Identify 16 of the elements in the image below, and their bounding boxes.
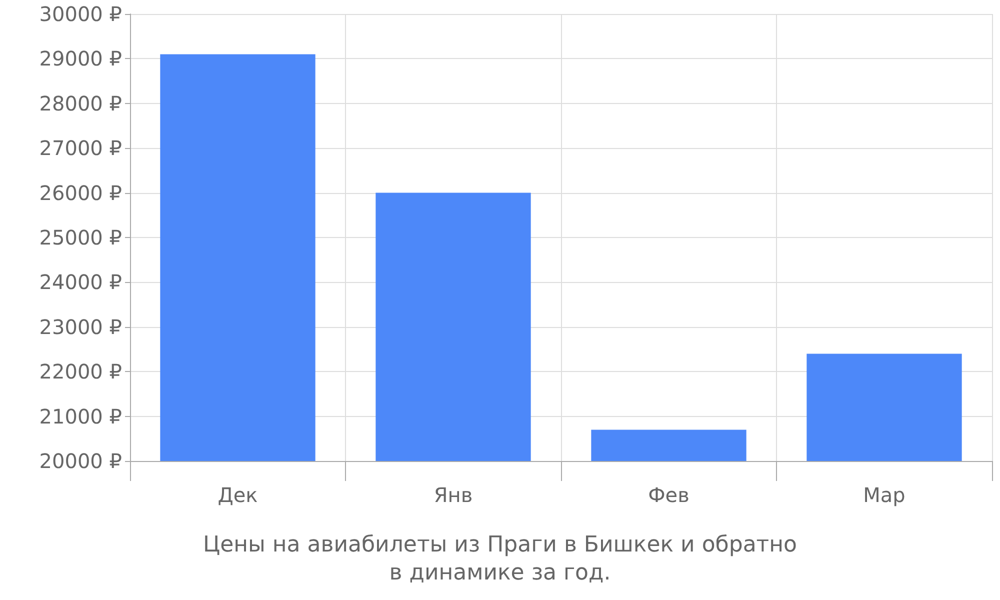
x-tick-label: Дек <box>218 483 258 507</box>
y-tick-label: 21000 ₽ <box>39 404 122 428</box>
y-tick-label: 26000 ₽ <box>39 180 122 205</box>
x-tick-label: Мар <box>863 483 906 507</box>
y-tick-label: 30000 ₽ <box>39 2 122 26</box>
y-tick-label: 29000 ₽ <box>39 46 122 71</box>
y-tick-label: 24000 ₽ <box>39 270 122 294</box>
y-tick-label: 23000 ₽ <box>39 314 122 339</box>
x-tick-label: Янв <box>434 483 473 507</box>
y-tick-label: 27000 ₽ <box>39 136 122 160</box>
text: Цены на авиабилеты из Праги в Бишкек и обратно в динамике за год. <box>203 532 797 586</box>
y-tick-label: 20000 ₽ <box>39 449 122 473</box>
y-tick-label: 25000 ₽ <box>39 226 122 250</box>
x-tick-label: Фев <box>648 483 690 507</box>
y-tick-label: 22000 ₽ <box>39 360 122 384</box>
y-tick-label: 28000 ₽ <box>39 91 122 116</box>
